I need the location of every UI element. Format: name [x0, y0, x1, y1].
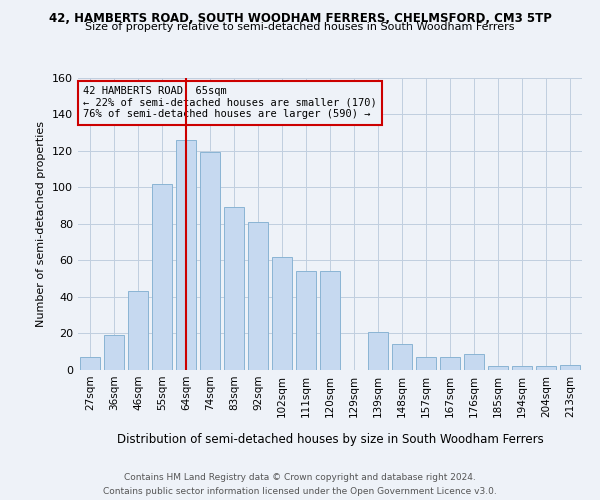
- Y-axis label: Number of semi-detached properties: Number of semi-detached properties: [37, 120, 46, 327]
- Bar: [320, 272, 340, 370]
- Bar: [224, 208, 244, 370]
- Text: Contains public sector information licensed under the Open Government Licence v3: Contains public sector information licen…: [103, 488, 497, 496]
- Text: 42 HAMBERTS ROAD: 65sqm
← 22% of semi-detached houses are smaller (170)
76% of s: 42 HAMBERTS ROAD: 65sqm ← 22% of semi-de…: [83, 86, 377, 120]
- Text: Contains HM Land Registry data © Crown copyright and database right 2024.: Contains HM Land Registry data © Crown c…: [124, 472, 476, 482]
- Bar: [464, 354, 484, 370]
- Bar: [416, 357, 436, 370]
- Bar: [80, 357, 100, 370]
- Bar: [104, 336, 124, 370]
- Bar: [488, 366, 508, 370]
- Text: 42, HAMBERTS ROAD, SOUTH WOODHAM FERRERS, CHELMSFORD, CM3 5TP: 42, HAMBERTS ROAD, SOUTH WOODHAM FERRERS…: [49, 12, 551, 26]
- Bar: [536, 366, 556, 370]
- Bar: [560, 364, 580, 370]
- Bar: [392, 344, 412, 370]
- Bar: [296, 272, 316, 370]
- Bar: [152, 184, 172, 370]
- Bar: [368, 332, 388, 370]
- Bar: [200, 152, 220, 370]
- Bar: [272, 256, 292, 370]
- Bar: [440, 357, 460, 370]
- Text: Distribution of semi-detached houses by size in South Woodham Ferrers: Distribution of semi-detached houses by …: [116, 432, 544, 446]
- Bar: [248, 222, 268, 370]
- Bar: [512, 366, 532, 370]
- Bar: [176, 140, 196, 370]
- Bar: [128, 292, 148, 370]
- Text: Size of property relative to semi-detached houses in South Woodham Ferrers: Size of property relative to semi-detach…: [85, 22, 515, 32]
